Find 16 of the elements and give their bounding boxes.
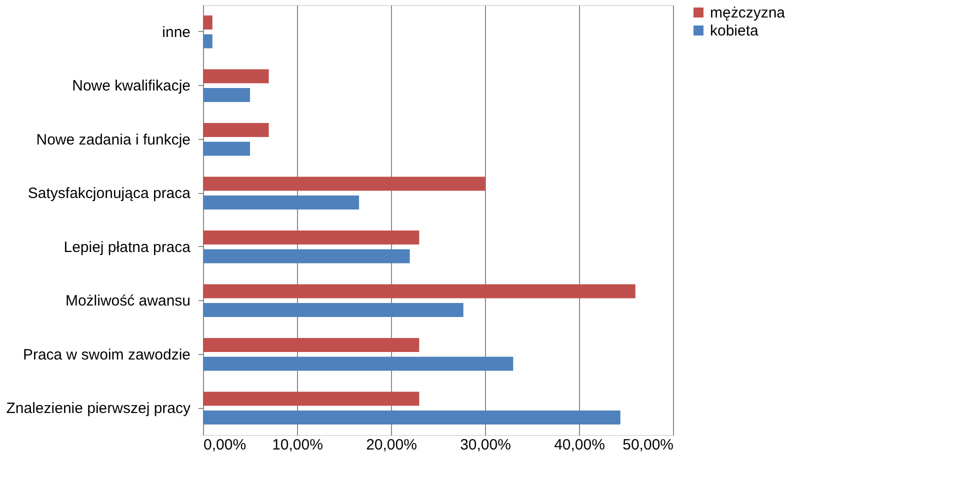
y-tick-label: Możliwość awansu <box>65 292 190 310</box>
x-tick-label: 20,00% <box>366 436 417 454</box>
y-tick-label: Satysfakcjonująca praca <box>28 185 192 202</box>
legend-label: kobieta <box>710 22 760 40</box>
x-tick-label: 0,00% <box>204 436 246 454</box>
legend-label: mężczyzna <box>710 4 786 22</box>
y-tick-label: Nowe kwalifikacje <box>72 78 190 95</box>
x-tick-label: 50,00% <box>622 436 674 454</box>
y-tick-label: Znalezienie pierwszej pracy <box>6 400 191 418</box>
x-tick-label: 10,00% <box>272 436 323 454</box>
y-tick-label: inne <box>162 24 190 41</box>
x-tick-label: 40,00% <box>554 436 605 454</box>
x-tick-label: 30,00% <box>460 436 511 454</box>
y-tick-label: Lepiej płatna praca <box>64 238 192 256</box>
y-tick-label: Praca w swoim zawodzie <box>22 346 190 364</box>
y-tick-label: Nowe zadania i funkcje <box>36 131 190 148</box>
